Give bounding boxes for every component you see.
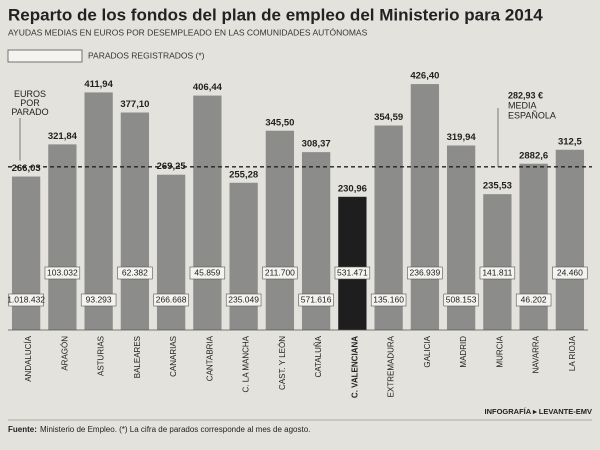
reference-label: 282,93 € <box>508 90 543 100</box>
value-label: 235,53 <box>483 181 512 192</box>
source-label: Fuente: <box>8 425 37 434</box>
bar <box>338 196 367 330</box>
bar <box>11 176 41 330</box>
count-box <box>407 266 443 280</box>
value-label: 255,28 <box>229 169 258 180</box>
count-label: 135.160 <box>373 294 404 304</box>
count-box <box>298 293 334 307</box>
source: Ministerio de Empleo. (*) La cifra de pa… <box>40 425 310 434</box>
value-label: 2882,6 <box>519 150 548 161</box>
x-tick-label: ASTURIAS <box>97 336 106 376</box>
x-tick-label: EXTREMADURA <box>387 335 396 397</box>
value-label: 266,03 <box>12 163 41 174</box>
bar <box>410 84 440 330</box>
value-label: 426,40 <box>410 71 439 82</box>
x-tick-label: ANDALUCÍA <box>24 335 33 381</box>
legend-swatch <box>7 49 83 63</box>
bar <box>48 144 77 330</box>
count-label: 103.032 <box>47 267 78 277</box>
count-label: 93.293 <box>86 294 112 304</box>
count-label: 141.811 <box>482 267 512 277</box>
count-box <box>44 266 81 280</box>
x-tick-label: C. VALENCIANA <box>350 336 359 398</box>
count-box <box>189 266 226 280</box>
x-tick-label: CAST. Y LEÓN <box>278 336 287 390</box>
value-label: 406,44 <box>193 82 223 93</box>
legend-label: PARADOS REGISTRADOS (*) <box>88 50 205 60</box>
subtitle: AYUDAS MEDIAS EN EUROS POR DESEMPLEADO E… <box>8 27 368 37</box>
count-label: 531.471 <box>337 267 368 277</box>
credit: INFOGRAFÍA ▸ LEVANTE-EMV <box>484 407 592 416</box>
x-tick-label: CANARIAS <box>169 336 178 377</box>
bar <box>265 130 295 330</box>
bar <box>120 112 150 330</box>
value-label: 377,10 <box>120 99 149 110</box>
x-tick-label: GALICIA <box>423 335 432 367</box>
count-label: 211.700 <box>265 267 295 277</box>
x-tick-label: NAVARRA <box>532 335 541 373</box>
bar <box>84 92 113 330</box>
bar <box>555 149 585 330</box>
count-label: 1.018.432 <box>7 294 45 304</box>
count-box <box>552 266 588 280</box>
x-tick-label: CANTABRIA <box>205 335 214 381</box>
reference-text: ESPAÑOLA <box>508 110 556 120</box>
y-axis-label: EUROS POR PARADO <box>11 89 48 117</box>
bar <box>229 182 258 330</box>
count-box <box>8 293 44 307</box>
count-box <box>117 266 153 280</box>
x-tick-label: CATALUÑA <box>314 335 323 377</box>
count-box <box>443 293 479 307</box>
bar <box>193 95 222 330</box>
x-tick-label: ARAGÓN <box>60 336 69 371</box>
count-label: 266.668 <box>156 294 187 304</box>
x-tick-label: BALEARES <box>133 336 142 378</box>
x-tick-label: MURCIA <box>495 335 504 367</box>
value-label: 319,94 <box>447 132 477 143</box>
x-tick-label: C. LA MANCHA <box>242 335 251 392</box>
count-box <box>153 293 189 307</box>
value-label: 321,84 <box>48 131 78 142</box>
count-label: 62.382 <box>122 267 148 277</box>
reference-text: MEDIA <box>508 100 537 110</box>
value-label: 345,50 <box>265 117 294 128</box>
count-box <box>370 293 407 307</box>
count-label: 236.939 <box>410 267 441 277</box>
count-box <box>225 293 262 307</box>
value-label: 354,59 <box>374 112 403 123</box>
bar <box>156 174 186 330</box>
chart-title: Reparto de los fondos del plan de empleo… <box>8 5 543 24</box>
count-label: 45.859 <box>194 267 220 277</box>
count-label: 24.460 <box>557 267 583 277</box>
count-box <box>515 293 552 307</box>
count-box <box>262 266 298 280</box>
x-tick-label: LA RIOJA <box>568 335 577 371</box>
value-label: 312,5 <box>558 136 582 147</box>
value-label: 308,37 <box>302 139 331 150</box>
value-label: 411,94 <box>84 79 113 90</box>
x-tick-label: MADRID <box>459 336 468 368</box>
count-box <box>80 293 117 307</box>
bar <box>483 194 512 330</box>
count-box <box>334 266 371 280</box>
count-label: 46.202 <box>521 294 547 304</box>
value-label: 230,96 <box>338 183 367 194</box>
count-label: 508.153 <box>446 294 477 304</box>
count-label: 235.049 <box>228 294 259 304</box>
count-box <box>479 266 516 280</box>
count-label: 571.616 <box>301 294 332 304</box>
